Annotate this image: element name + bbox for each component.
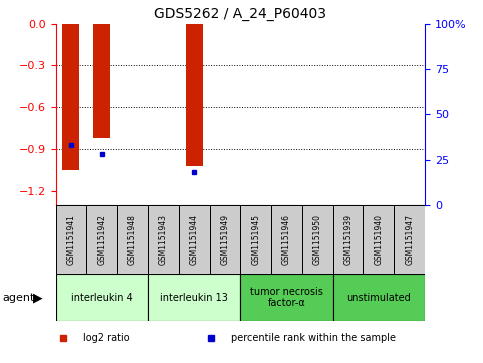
- Text: GSM1151946: GSM1151946: [282, 214, 291, 265]
- Bar: [271, 205, 302, 274]
- Title: GDS5262 / A_24_P60403: GDS5262 / A_24_P60403: [154, 7, 327, 21]
- Bar: [56, 205, 86, 274]
- Text: GSM1151945: GSM1151945: [251, 214, 260, 265]
- Text: tumor necrosis
factor-α: tumor necrosis factor-α: [250, 287, 323, 309]
- Bar: [56, 274, 148, 321]
- Text: GSM1151944: GSM1151944: [190, 214, 199, 265]
- Text: agent: agent: [2, 293, 35, 303]
- Bar: [210, 205, 240, 274]
- Text: percentile rank within the sample: percentile rank within the sample: [231, 333, 396, 343]
- Text: ▶: ▶: [33, 291, 43, 304]
- Bar: [333, 274, 425, 321]
- Text: GSM1151948: GSM1151948: [128, 214, 137, 265]
- Text: log2 ratio: log2 ratio: [83, 333, 130, 343]
- Text: GSM1151949: GSM1151949: [220, 214, 229, 265]
- Text: GSM1151939: GSM1151939: [343, 214, 353, 265]
- Text: GSM1151942: GSM1151942: [97, 214, 106, 265]
- Bar: [86, 205, 117, 274]
- Bar: [148, 205, 179, 274]
- Text: GSM1151943: GSM1151943: [159, 214, 168, 265]
- Bar: [185, 24, 202, 166]
- Text: unstimulated: unstimulated: [346, 293, 411, 303]
- Bar: [117, 205, 148, 274]
- Text: GSM1151950: GSM1151950: [313, 214, 322, 265]
- Text: GSM1151941: GSM1151941: [67, 214, 75, 265]
- Text: interleukin 4: interleukin 4: [71, 293, 133, 303]
- Bar: [148, 274, 241, 321]
- Bar: [333, 205, 364, 274]
- Text: interleukin 13: interleukin 13: [160, 293, 228, 303]
- Bar: [364, 205, 394, 274]
- Bar: [179, 205, 210, 274]
- Bar: [240, 274, 333, 321]
- Bar: [302, 205, 333, 274]
- Bar: [93, 24, 110, 138]
- Bar: [394, 205, 425, 274]
- Text: GSM1151940: GSM1151940: [374, 214, 384, 265]
- Bar: [62, 24, 79, 170]
- Text: GSM1151947: GSM1151947: [405, 214, 414, 265]
- Bar: [240, 205, 271, 274]
